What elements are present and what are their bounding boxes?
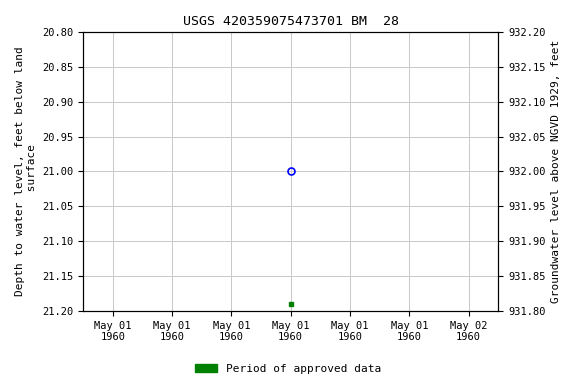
Y-axis label: Depth to water level, feet below land
 surface: Depth to water level, feet below land su… <box>15 46 37 296</box>
Y-axis label: Groundwater level above NGVD 1929, feet: Groundwater level above NGVD 1929, feet <box>551 40 561 303</box>
Legend: Period of approved data: Period of approved data <box>191 359 385 379</box>
Title: USGS 420359075473701 BM  28: USGS 420359075473701 BM 28 <box>183 15 399 28</box>
